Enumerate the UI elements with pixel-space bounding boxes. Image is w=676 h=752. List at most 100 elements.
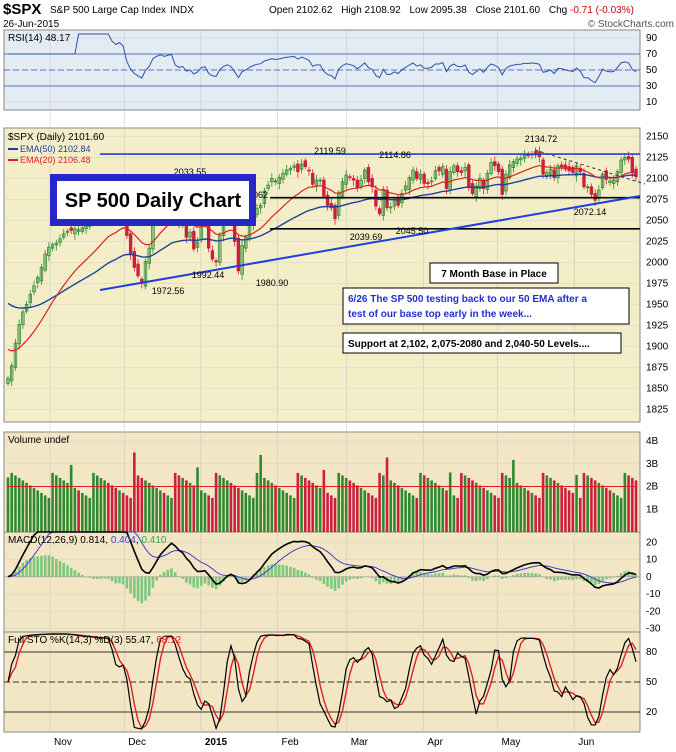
volume-bar xyxy=(177,475,181,532)
volume-bar xyxy=(51,472,54,532)
price-candle xyxy=(441,166,445,175)
price-candle xyxy=(281,172,285,180)
volume-bar xyxy=(326,492,329,532)
price-candle xyxy=(10,365,14,382)
price-tick: 2125 xyxy=(646,152,669,163)
volume-bar xyxy=(575,474,578,532)
volume-bar xyxy=(552,480,556,532)
volume-bar xyxy=(162,492,166,532)
macd-histogram-bar xyxy=(534,573,537,577)
macd-histogram-bar xyxy=(185,576,188,583)
macd-histogram-bar xyxy=(329,576,333,589)
macd-histogram-bar xyxy=(92,576,95,579)
macd-histogram-bar xyxy=(612,576,615,578)
volume-bar xyxy=(489,492,493,532)
price-candle xyxy=(467,164,471,188)
price-candle xyxy=(559,164,564,168)
price-tick: 2025 xyxy=(646,236,669,247)
price-candle xyxy=(47,246,51,257)
price-candle xyxy=(433,170,438,179)
macd-histogram-bar xyxy=(14,571,17,577)
macd-histogram-bar xyxy=(474,576,478,581)
macd-histogram-bar xyxy=(482,576,485,581)
macd-histogram-bar xyxy=(118,576,121,584)
volume-bar xyxy=(508,477,511,532)
macd-histogram-bar xyxy=(110,576,114,582)
macd-histogram-bar xyxy=(411,572,415,577)
price-candle xyxy=(589,186,594,195)
price-candle xyxy=(563,164,568,170)
macd-histogram-bar xyxy=(604,576,608,580)
pivot-label: 2062 xyxy=(248,190,268,200)
volume-bar xyxy=(404,490,407,532)
macd-histogram-bar xyxy=(545,576,549,580)
volume-bar xyxy=(203,492,207,532)
volume-bar xyxy=(344,477,348,532)
volume-bar xyxy=(69,464,73,532)
macd-histogram-bar xyxy=(263,567,266,577)
macd-histogram-bar xyxy=(69,567,73,577)
volume-bar xyxy=(225,480,229,532)
macd-histogram-bar xyxy=(370,576,374,579)
macd-histogram-bar xyxy=(426,573,430,577)
macd-histogram-bar xyxy=(266,565,270,577)
macd-histogram-bar xyxy=(114,576,118,584)
volume-bar xyxy=(497,497,500,532)
volume-bar xyxy=(512,459,515,532)
volume-bar xyxy=(590,477,593,532)
volume-bar xyxy=(270,482,274,532)
price-candle xyxy=(389,206,393,209)
sto-k-line xyxy=(7,633,637,731)
price-candle xyxy=(600,173,605,189)
volume-bar xyxy=(40,492,43,532)
price-candle xyxy=(504,173,508,192)
macd-histogram-bar xyxy=(25,560,28,577)
price-candle xyxy=(340,181,345,198)
volume-bar xyxy=(526,490,530,532)
volume-bar xyxy=(441,487,445,532)
volume-bar xyxy=(140,477,144,532)
price-candle xyxy=(128,233,133,255)
volume-bar xyxy=(229,482,233,532)
volume-bar xyxy=(144,480,147,532)
price-candle xyxy=(511,161,516,168)
price-candle xyxy=(76,229,81,232)
macd-histogram-bar xyxy=(374,576,378,582)
price-tick: 1875 xyxy=(646,362,669,373)
macd-histogram-bar xyxy=(192,576,196,588)
macd-histogram-bar xyxy=(526,572,530,577)
volume-bar xyxy=(318,487,322,532)
macd-histogram-bar xyxy=(36,556,40,577)
volume-bar xyxy=(478,485,482,532)
rsi-tick: 10 xyxy=(646,97,658,108)
volume-bar xyxy=(255,472,259,532)
macd-histogram-bar xyxy=(608,576,612,579)
price-candle xyxy=(437,167,441,172)
price-legend-title: $SPX (Daily) 2101.60 xyxy=(8,132,105,143)
macd-histogram-bar xyxy=(538,574,541,577)
volume-bar xyxy=(419,472,422,532)
macd-histogram-bar xyxy=(478,576,482,581)
macd-histogram-bar xyxy=(32,556,36,577)
macd-histogram-bar xyxy=(196,576,199,589)
price-candle xyxy=(363,169,367,179)
volume-bar xyxy=(32,487,36,532)
price-candle xyxy=(84,225,88,230)
price-candle xyxy=(455,165,460,173)
ohlc-readout: Open 2102.62 High 2108.92 Low 2095.38 Cl… xyxy=(269,5,634,16)
volume-panel xyxy=(3,431,641,533)
volume-bar xyxy=(77,490,80,532)
macd-histogram-bar xyxy=(188,576,192,585)
macd-histogram-bar xyxy=(616,575,619,577)
price-candle xyxy=(548,168,553,175)
macd-histogram-bar xyxy=(448,575,452,577)
macd-tick: -20 xyxy=(646,606,661,617)
volume-bar xyxy=(322,469,326,532)
price-candle xyxy=(452,165,456,173)
macd-tick: 0 xyxy=(646,572,652,583)
volume-bar xyxy=(608,490,612,532)
volume-bar xyxy=(103,480,106,532)
support-note-box xyxy=(342,332,622,354)
price-tick: 2100 xyxy=(646,173,669,184)
price-candle xyxy=(288,167,293,171)
